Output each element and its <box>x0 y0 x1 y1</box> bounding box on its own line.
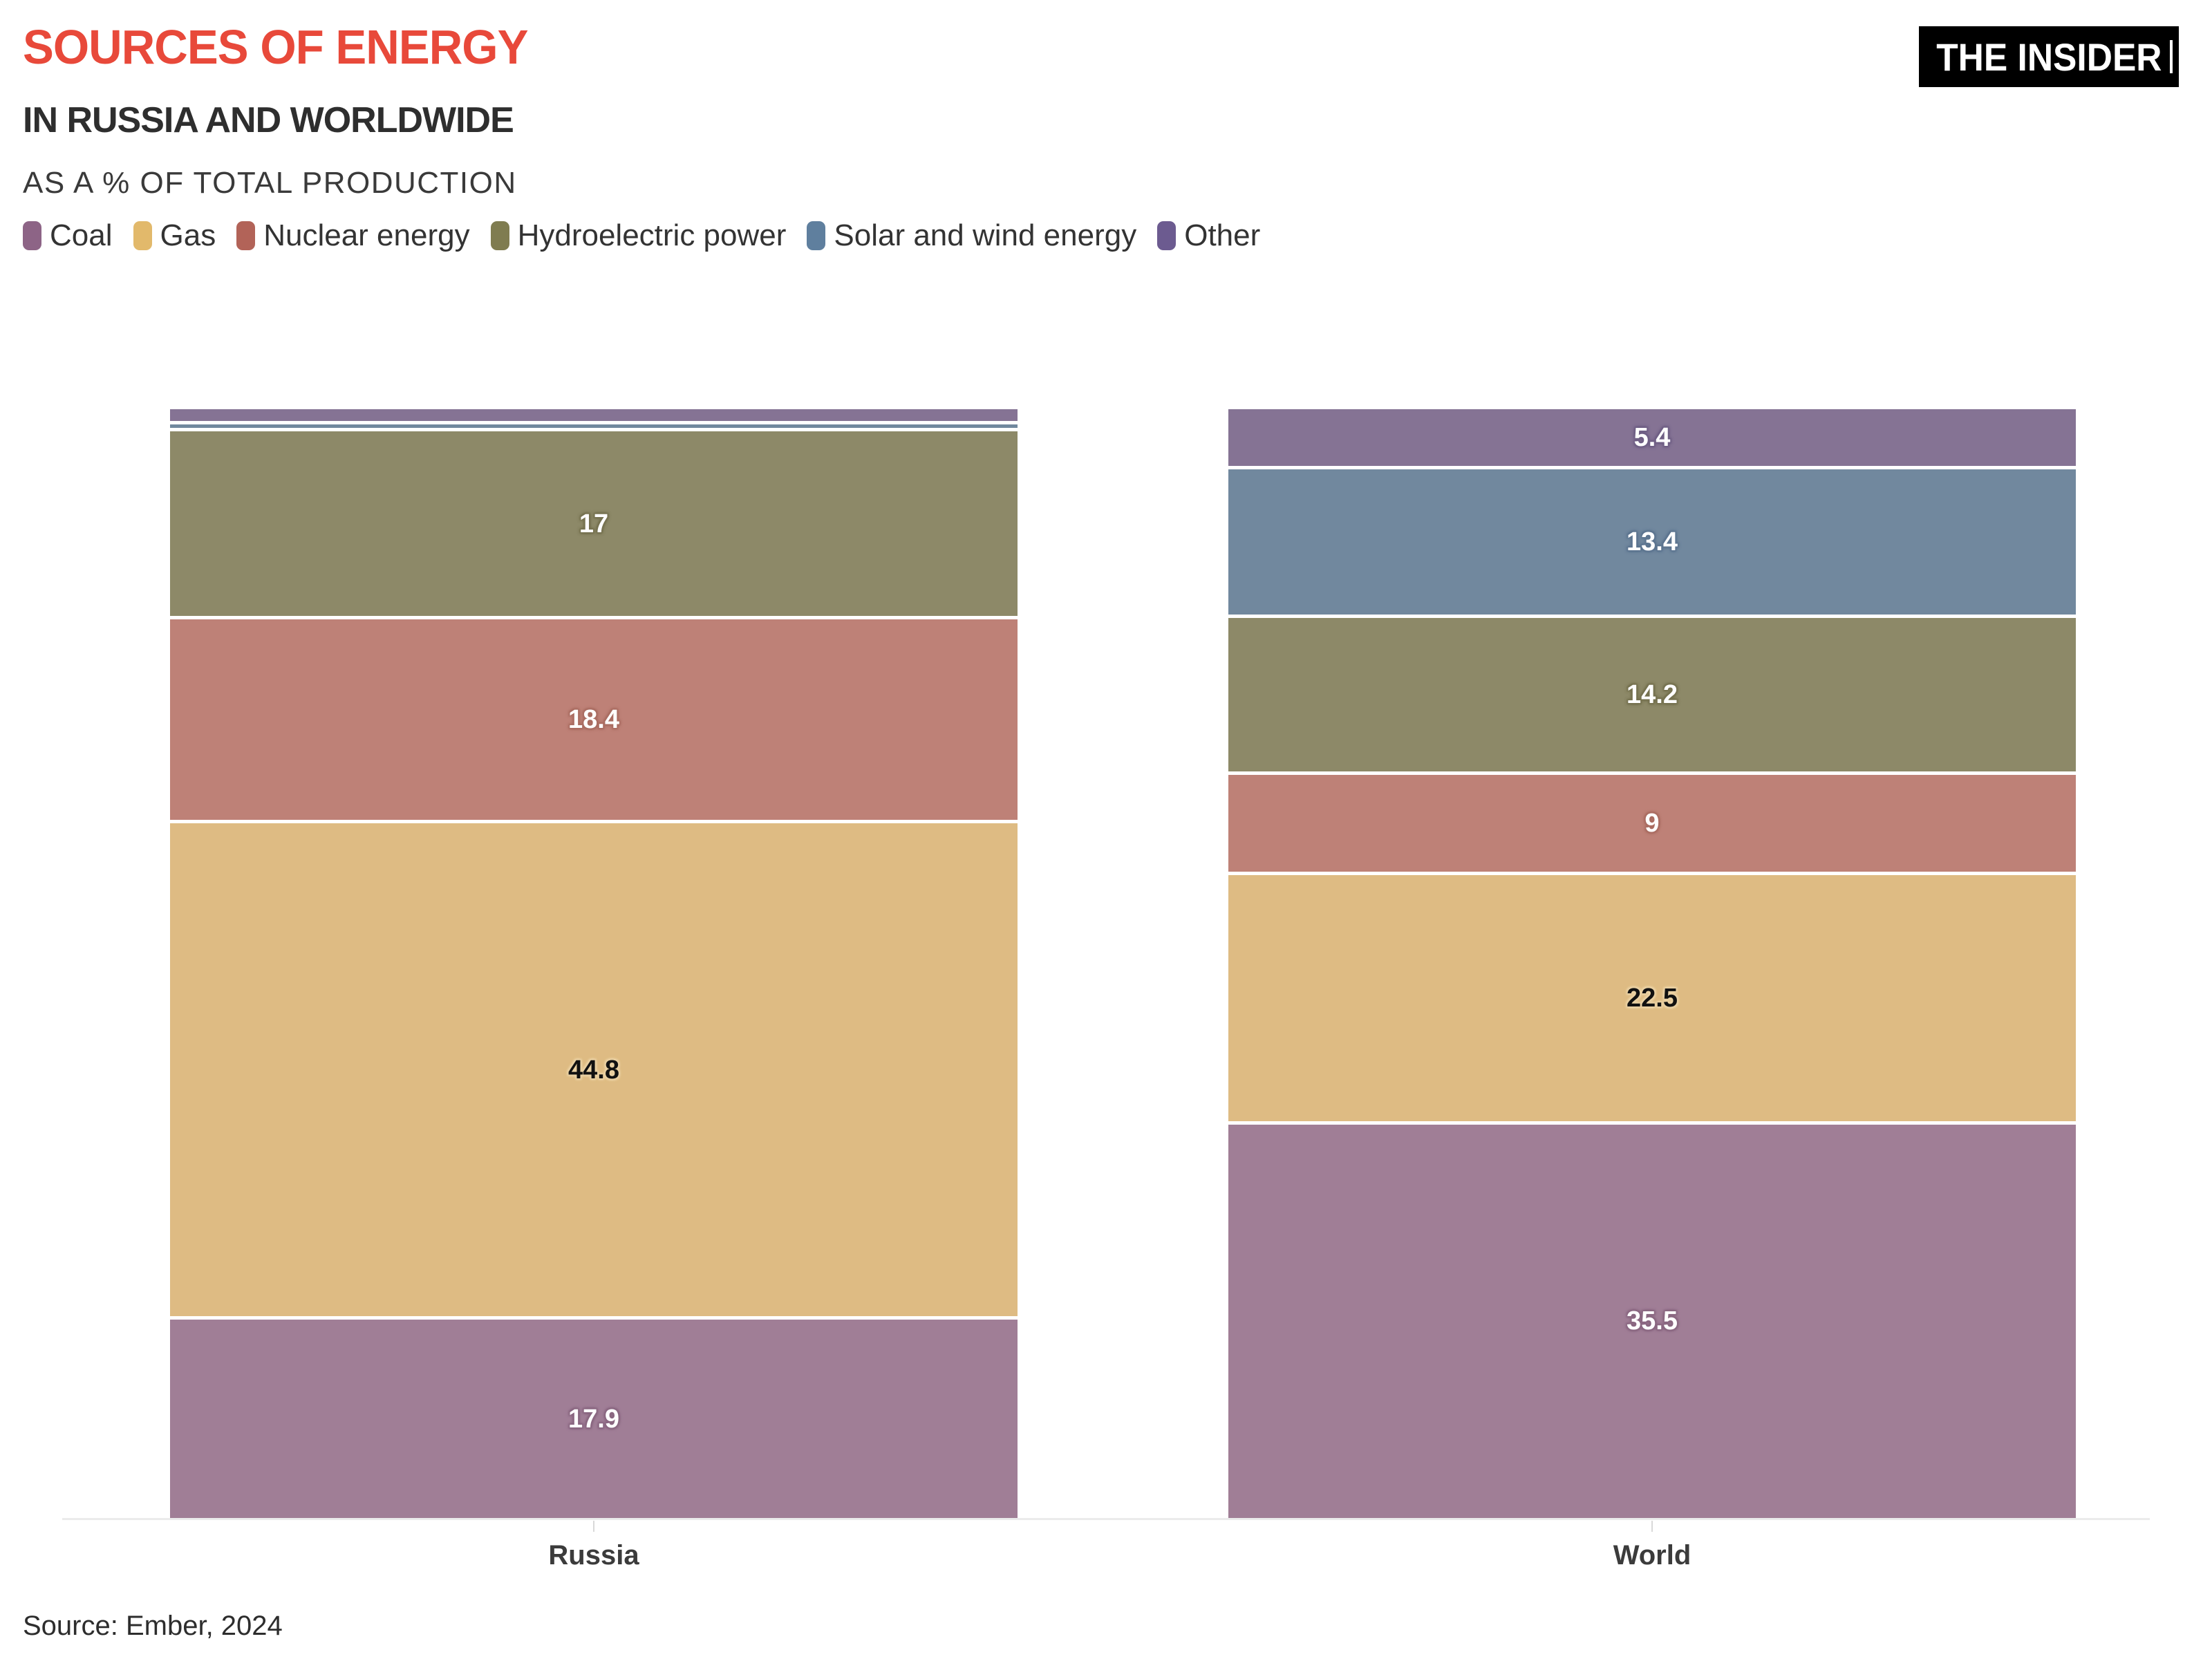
chart-legend: Coal Gas Nuclear energy Hydroelectric power… <box>23 218 1260 253</box>
page-title: SOURCES OF ENERGY <box>23 19 549 75</box>
legend-item-coal: Coal <box>23 218 113 253</box>
x-axis-line <box>62 1518 2150 1520</box>
page-description: AS A % OF TOTAL PRODUCTION <box>23 166 517 200</box>
category-label-russia: Russia <box>548 1540 639 1571</box>
legend-swatch-coal <box>23 221 41 250</box>
segment-value-label: 5.4 <box>1633 422 1671 452</box>
page-title-text: SOURCES OF ENERGY <box>23 20 528 74</box>
segment-value-label: 17 <box>579 509 609 538</box>
segment-other-world: 5.4 <box>1228 409 2076 469</box>
segment-hydroelectric-power-russia: 17 <box>170 431 1018 620</box>
segment-value-label: 44.8 <box>568 1055 619 1085</box>
segment-other-russia <box>170 409 1018 425</box>
segment-value-label: 35.5 <box>1627 1306 1678 1336</box>
legend-item-gas: Gas <box>133 218 216 253</box>
segment-gas-world: 22.5 <box>1228 874 2076 1125</box>
logo-text: THE INSIDER <box>1936 35 2162 79</box>
legend-label: Other <box>1184 218 1261 252</box>
legend-swatch-other <box>1157 221 1177 250</box>
segment-value-label: 14.2 <box>1627 679 1678 709</box>
legend-label: Coal <box>50 218 113 252</box>
legend-item-solar-and-wind-energy: Solar and wind energy <box>807 218 1136 253</box>
source-note: Source: Ember, 2024 <box>23 1611 283 1641</box>
segment-coal-russia: 17.9 <box>170 1320 1018 1518</box>
legend-item-hydroelectric-power: Hydroelectric power <box>490 218 787 253</box>
legend-swatch-solar-and-wind-energy <box>807 221 826 250</box>
segment-solar-and-wind-energy-russia <box>170 424 1018 432</box>
legend-swatch-nuclear-energy <box>236 221 256 250</box>
segment-value-label: 17.9 <box>568 1404 619 1434</box>
category-label-world: World <box>1613 1540 1691 1571</box>
segment-hydroelectric-power-world: 14.2 <box>1228 617 2076 776</box>
segment-nuclear-energy-russia: 18.4 <box>170 619 1018 824</box>
segment-coal-world: 35.5 <box>1228 1124 2076 1518</box>
segment-value-label: 22.5 <box>1627 983 1678 1013</box>
legend-swatch-hydroelectric-power <box>490 221 509 250</box>
legend-item-nuclear-energy: Nuclear energy <box>236 218 470 253</box>
segment-gas-russia: 44.8 <box>170 823 1018 1320</box>
segment-nuclear-energy-world: 9 <box>1228 775 2076 875</box>
the-insider-logo: THE INSIDER <box>1919 26 2179 87</box>
page-description-text: AS A % OF TOTAL PRODUCTION <box>23 166 517 200</box>
segment-value-label: 9 <box>1644 808 1660 838</box>
legend-label: Hydroelectric power <box>517 218 787 252</box>
page-subtitle: IN RUSSIA AND WORLDWIDE <box>23 100 514 141</box>
segment-value-label: 13.4 <box>1627 527 1678 556</box>
legend-label: Nuclear energy <box>263 218 470 252</box>
logo-cursor-bar <box>2170 40 2173 73</box>
legend-label: Solar and wind energy <box>834 218 1137 252</box>
legend-item-other: Other <box>1157 218 1260 253</box>
segment-value-label: 18.4 <box>568 705 619 735</box>
page-subtitle-text: IN RUSSIA AND WORLDWIDE <box>23 100 514 140</box>
bar-world: 5.4 13.4 14.2 9 22.5 35.5 <box>1228 409 2076 1518</box>
bar-russia: 17 18.4 44.8 17.9 <box>170 409 1018 1518</box>
x-axis-tick-russia <box>593 1521 594 1532</box>
legend-label: Gas <box>160 218 216 252</box>
segment-solar-and-wind-energy-world: 13.4 <box>1228 469 2076 618</box>
x-axis-tick-world <box>1651 1521 1653 1532</box>
legend-swatch-gas <box>133 221 152 250</box>
